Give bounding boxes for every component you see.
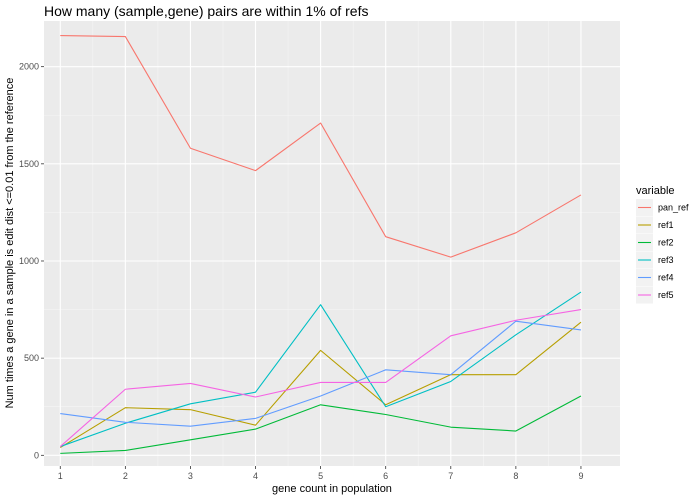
series-lines: [59, 35, 582, 454]
x-tick-label: 3: [188, 471, 193, 481]
y-axis-ticks: 0 500 1000 1500 2000: [19, 62, 44, 460]
x-tick-label: 9: [578, 471, 583, 481]
series-line-ref4: [60, 320, 582, 427]
y-tick-label: 500: [24, 353, 39, 363]
x-tick-label: 4: [253, 471, 258, 481]
legend-title: variable: [636, 185, 675, 197]
x-tick-label: 8: [513, 471, 518, 481]
legend-label: pan_ref: [658, 203, 689, 213]
y-tick-label: 0: [34, 450, 39, 460]
series-line-ref1: [59, 321, 582, 449]
legend-label: ref2: [658, 238, 674, 248]
y-tick-label: 1000: [19, 256, 39, 266]
x-tick-label: 6: [383, 471, 388, 481]
x-tick-label: 7: [448, 471, 453, 481]
legend-label: ref3: [658, 255, 674, 265]
series-line-pan-ref: [60, 35, 582, 258]
series-line-ref3: [60, 291, 582, 448]
series-line-ref5: [59, 309, 582, 447]
legend-items: pan_ref ref1 ref2 ref3 ref4 ref5: [636, 199, 689, 304]
legend-label: ref5: [658, 290, 674, 300]
x-tick-label: 1: [58, 471, 63, 481]
x-axis-ticks: 1 2 3 4 5 6 7 8 9: [58, 466, 583, 481]
grid-lines: [44, 21, 620, 466]
y-tick-label: 2000: [19, 62, 39, 72]
legend: variable pan_ref ref1 ref2 ref3 ref4 ref5: [636, 185, 689, 304]
legend-label: ref4: [658, 273, 674, 283]
y-tick-label: 1500: [19, 159, 39, 169]
x-tick-label: 2: [123, 471, 128, 481]
series-line-ref2: [60, 395, 582, 454]
legend-label: ref1: [658, 220, 674, 230]
plot-panel: [44, 21, 620, 466]
chart-title: How many (sample,gene) pairs are within …: [44, 3, 368, 19]
y-axis-title: Num times a gene in a sample is edit dis…: [4, 78, 16, 409]
x-axis-title: gene count in population: [272, 483, 392, 495]
x-tick-label: 5: [318, 471, 323, 481]
